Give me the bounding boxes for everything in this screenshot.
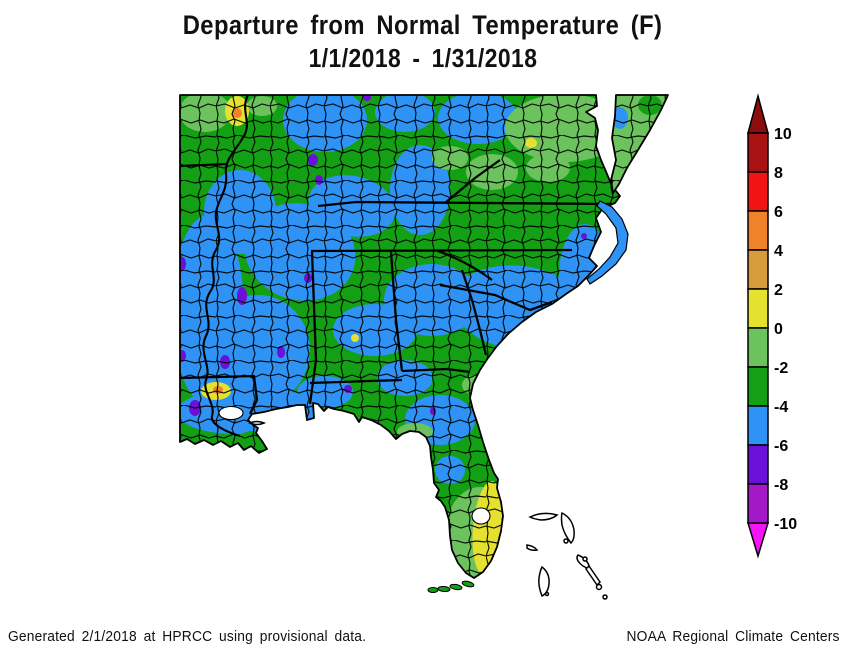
state-border-mo-ar xyxy=(180,162,229,168)
chandeleur-islands xyxy=(248,420,266,426)
island-exuma xyxy=(585,564,601,587)
island-dot xyxy=(582,556,588,562)
map-title: Departure from Normal Temperature (F) xyxy=(0,10,846,41)
lake-okeechobee xyxy=(471,507,491,525)
state-border-ky-va xyxy=(444,159,501,204)
state-borders xyxy=(180,159,613,415)
lake-pontchartrain xyxy=(218,405,244,421)
colorbar-segments xyxy=(747,132,769,524)
island-dot xyxy=(563,538,569,544)
outer-banks xyxy=(586,200,629,285)
island-dot xyxy=(595,583,603,591)
colorbar-segment xyxy=(747,327,769,368)
colorbar-segment xyxy=(747,366,769,407)
map-subtitle: 1/1/2018 - 1/31/2018 xyxy=(0,43,846,74)
bahamas-islands xyxy=(526,511,608,600)
mississippi-river xyxy=(202,95,249,438)
state-border-tn-ky-va-nc xyxy=(317,200,613,208)
colorbar-segment xyxy=(747,210,769,251)
colorbar-segment xyxy=(747,288,769,329)
footer-credit-text: Generated 2/1/2018 at HPRCC using provis… xyxy=(8,628,367,645)
state-border-tn-nc xyxy=(437,249,493,281)
state-border-ga-fl xyxy=(401,367,471,374)
state-border-tn-south xyxy=(310,248,573,253)
state-border-la-ms xyxy=(180,374,259,415)
footer-source-text: NOAA Regional Climate Centers xyxy=(626,628,840,645)
island-dot xyxy=(602,594,608,600)
colorbar-segment xyxy=(747,171,769,212)
colorbar-tick-label: 2 xyxy=(774,282,783,299)
florida-key-island xyxy=(427,587,439,593)
state-border-al-ga xyxy=(389,251,404,372)
colorbar-segment xyxy=(747,483,769,524)
island-dot xyxy=(544,591,550,597)
footer-source: NOAA Regional Climate Centers xyxy=(608,628,840,645)
colorbar-tick-label: -4 xyxy=(774,399,788,416)
colorbar-tick-label: -8 xyxy=(774,477,788,494)
mainland xyxy=(180,95,620,578)
colorbar-segment xyxy=(747,405,769,446)
island-grand-bahama xyxy=(528,512,559,521)
state-border-ga-sc xyxy=(460,269,488,356)
island-andros xyxy=(538,565,550,598)
colorbar-arrow-top xyxy=(747,93,769,134)
colorbar: 10 8 6 4 2 0 -2 -4 -6 -8 -10 xyxy=(746,93,797,559)
colorbar-tick-label: -6 xyxy=(774,438,788,455)
colorbar-arrow-bottom xyxy=(746,522,770,559)
colorbar-tick-label: 4 xyxy=(774,243,783,260)
map-subtitle-text: 1/1/2018 - 1/31/2018 xyxy=(308,43,538,73)
state-border-al-fl xyxy=(309,378,403,385)
footer-credit: Generated 2/1/2018 at HPRCC using provis… xyxy=(8,628,397,645)
colorbar-tick-label: 0 xyxy=(774,321,783,338)
colorbar-tick-label: 8 xyxy=(774,165,783,182)
colorbar-tick-label: 10 xyxy=(774,126,792,143)
island-bimini xyxy=(526,544,539,551)
state-border-ms-al xyxy=(308,251,318,405)
colorbar-tick-label: -10 xyxy=(774,516,797,533)
colorbar-segment xyxy=(747,132,769,173)
florida-key-island xyxy=(437,585,451,593)
state-border-nc-sc xyxy=(439,283,553,312)
florida-key-island xyxy=(449,583,463,591)
colorbar-ticks: 10 8 6 4 2 0 -2 -4 -6 -8 -10 xyxy=(774,126,797,533)
county-borders-overlay xyxy=(180,95,620,578)
florida-keys xyxy=(427,580,475,593)
colorbar-segment xyxy=(747,444,769,485)
colorbar-tick-label: -2 xyxy=(774,360,788,377)
map-title-text: Departure from Normal Temperature (F) xyxy=(183,10,663,40)
colorbar-tick-label: 6 xyxy=(774,204,783,221)
colorbar-segment xyxy=(747,249,769,290)
florida-key-island xyxy=(461,580,475,588)
island-abaco xyxy=(560,511,575,545)
